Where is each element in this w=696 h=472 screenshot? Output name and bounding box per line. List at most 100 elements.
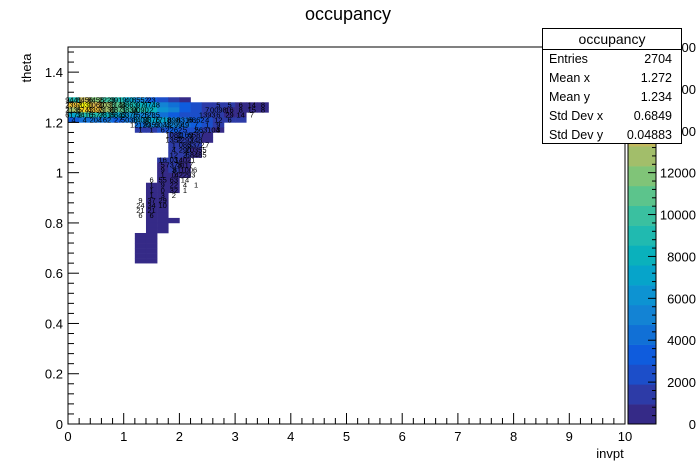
cell-label: 42293	[175, 171, 196, 180]
cell-label: 1060	[88, 100, 105, 109]
cell-label: 12129	[130, 120, 151, 129]
cell-label: 8863	[121, 100, 138, 109]
cell-label: 12	[170, 151, 178, 160]
cell-label: 3117	[177, 161, 193, 170]
heatmap-cell	[145, 248, 158, 254]
cell-label: 2135	[65, 105, 82, 114]
heatmap-cell	[168, 187, 180, 194]
chart-title: occupancy	[305, 4, 391, 24]
heatmap-cell	[79, 117, 91, 123]
colorbar-swatch	[628, 225, 656, 246]
heatmap-cell	[201, 137, 214, 143]
heatmap-cell	[101, 97, 113, 103]
heatmap-cell	[168, 97, 180, 103]
x-tick-label: 0	[64, 429, 71, 444]
cell-label: 24	[136, 201, 144, 210]
heatmap-cell	[157, 112, 169, 118]
heatmap-cell	[223, 117, 236, 123]
heatmap-cell	[190, 112, 202, 118]
heatmap-cell	[68, 107, 80, 113]
colorbar-swatch	[628, 344, 656, 365]
colorbar-swatch	[628, 185, 656, 207]
cell-label: 4	[205, 115, 209, 124]
heatmap-cell	[145, 187, 158, 194]
stats-value: 0.6849	[633, 109, 672, 123]
cell-label: 811006	[173, 166, 197, 175]
heatmap-cell	[145, 197, 158, 204]
cell-label: 563104	[195, 125, 220, 134]
cell-label: 1	[149, 186, 153, 195]
cell-label: 14	[248, 100, 256, 109]
cell-label: 16	[225, 105, 233, 114]
heatmap-cell	[190, 147, 202, 153]
heatmap-cell	[157, 187, 169, 194]
cell-label: 7525	[132, 110, 149, 119]
heatmap-cell	[168, 147, 180, 153]
x-tick-label: 8	[510, 429, 517, 444]
cell-label: 8871	[110, 105, 127, 114]
cell-label: 1	[138, 125, 142, 134]
heatmap-cell	[112, 117, 124, 123]
cell-label: 7	[205, 105, 209, 114]
cell-label: 1	[205, 120, 209, 129]
colorbar-label: 10000	[660, 208, 696, 223]
cell-label: 0	[161, 186, 165, 195]
cell-label: 3416	[76, 110, 93, 119]
colorbar-label: 4000	[667, 333, 696, 348]
heatmap-cell	[145, 217, 158, 224]
heatmap-cell	[68, 117, 80, 123]
cell-label: 7378	[165, 161, 182, 170]
colorbar-label: 0	[689, 417, 696, 432]
heatmap-cell	[112, 107, 124, 113]
heatmap-cell	[168, 182, 180, 189]
heatmap-cell	[179, 127, 191, 133]
heatmap-cell	[123, 107, 136, 113]
cell-label: 2262	[165, 125, 182, 134]
cell-label: 8316	[177, 115, 194, 124]
heatmap-cell	[145, 238, 158, 244]
stats-row-stddev-x: Std Dev x 0.6849	[543, 107, 681, 126]
stats-label: Mean y	[549, 90, 590, 104]
heatmap-cell	[201, 132, 214, 138]
y-tick-label: 0	[56, 417, 63, 432]
heatmap-cell	[190, 107, 202, 113]
heatmap-cell	[179, 142, 191, 148]
cell-label: 1	[149, 191, 153, 200]
cell-label: 9	[216, 120, 220, 129]
heatmap-cell	[157, 177, 169, 184]
stats-value: 1.272	[640, 71, 672, 85]
cell-label: 49	[181, 120, 189, 129]
cell-label: 34	[147, 201, 155, 210]
cell-label: 6	[138, 211, 142, 220]
cell-label: 1	[183, 186, 187, 195]
cell-label: 6	[149, 176, 153, 185]
cell-label: 8	[261, 105, 265, 114]
heatmap-cell	[157, 172, 169, 178]
y-tick-label: 0.4	[45, 316, 63, 331]
heatmap-cell	[157, 167, 169, 173]
heatmap-cell	[145, 97, 158, 103]
heatmap-cell	[134, 127, 147, 133]
heatmap-cell	[223, 112, 236, 118]
stats-title: occupancy	[543, 29, 681, 50]
heatmap-cell	[179, 117, 191, 123]
heatmap-cell	[90, 117, 102, 123]
cell-label: 12	[214, 115, 222, 124]
heatmap-cell	[179, 107, 191, 113]
heatmap-cell	[168, 167, 180, 173]
cell-label: 1084	[165, 130, 182, 139]
cell-label: 1404	[132, 115, 149, 124]
colorbar-swatch	[628, 404, 656, 425]
colorbar-swatch	[628, 304, 656, 326]
heatmap-cell	[212, 107, 225, 113]
colorbar-swatch	[628, 146, 656, 167]
cell-label: 63	[170, 176, 178, 185]
heatmap-cell	[157, 102, 169, 108]
cell-label: 9441	[65, 95, 82, 104]
heatmap-cell	[179, 102, 191, 108]
stats-row-entries: Entries 2704	[543, 50, 681, 69]
cell-label: 2	[149, 105, 153, 114]
heatmap-cell	[145, 192, 158, 199]
stats-label: Entries	[549, 52, 588, 66]
heatmap-cell	[112, 112, 124, 118]
